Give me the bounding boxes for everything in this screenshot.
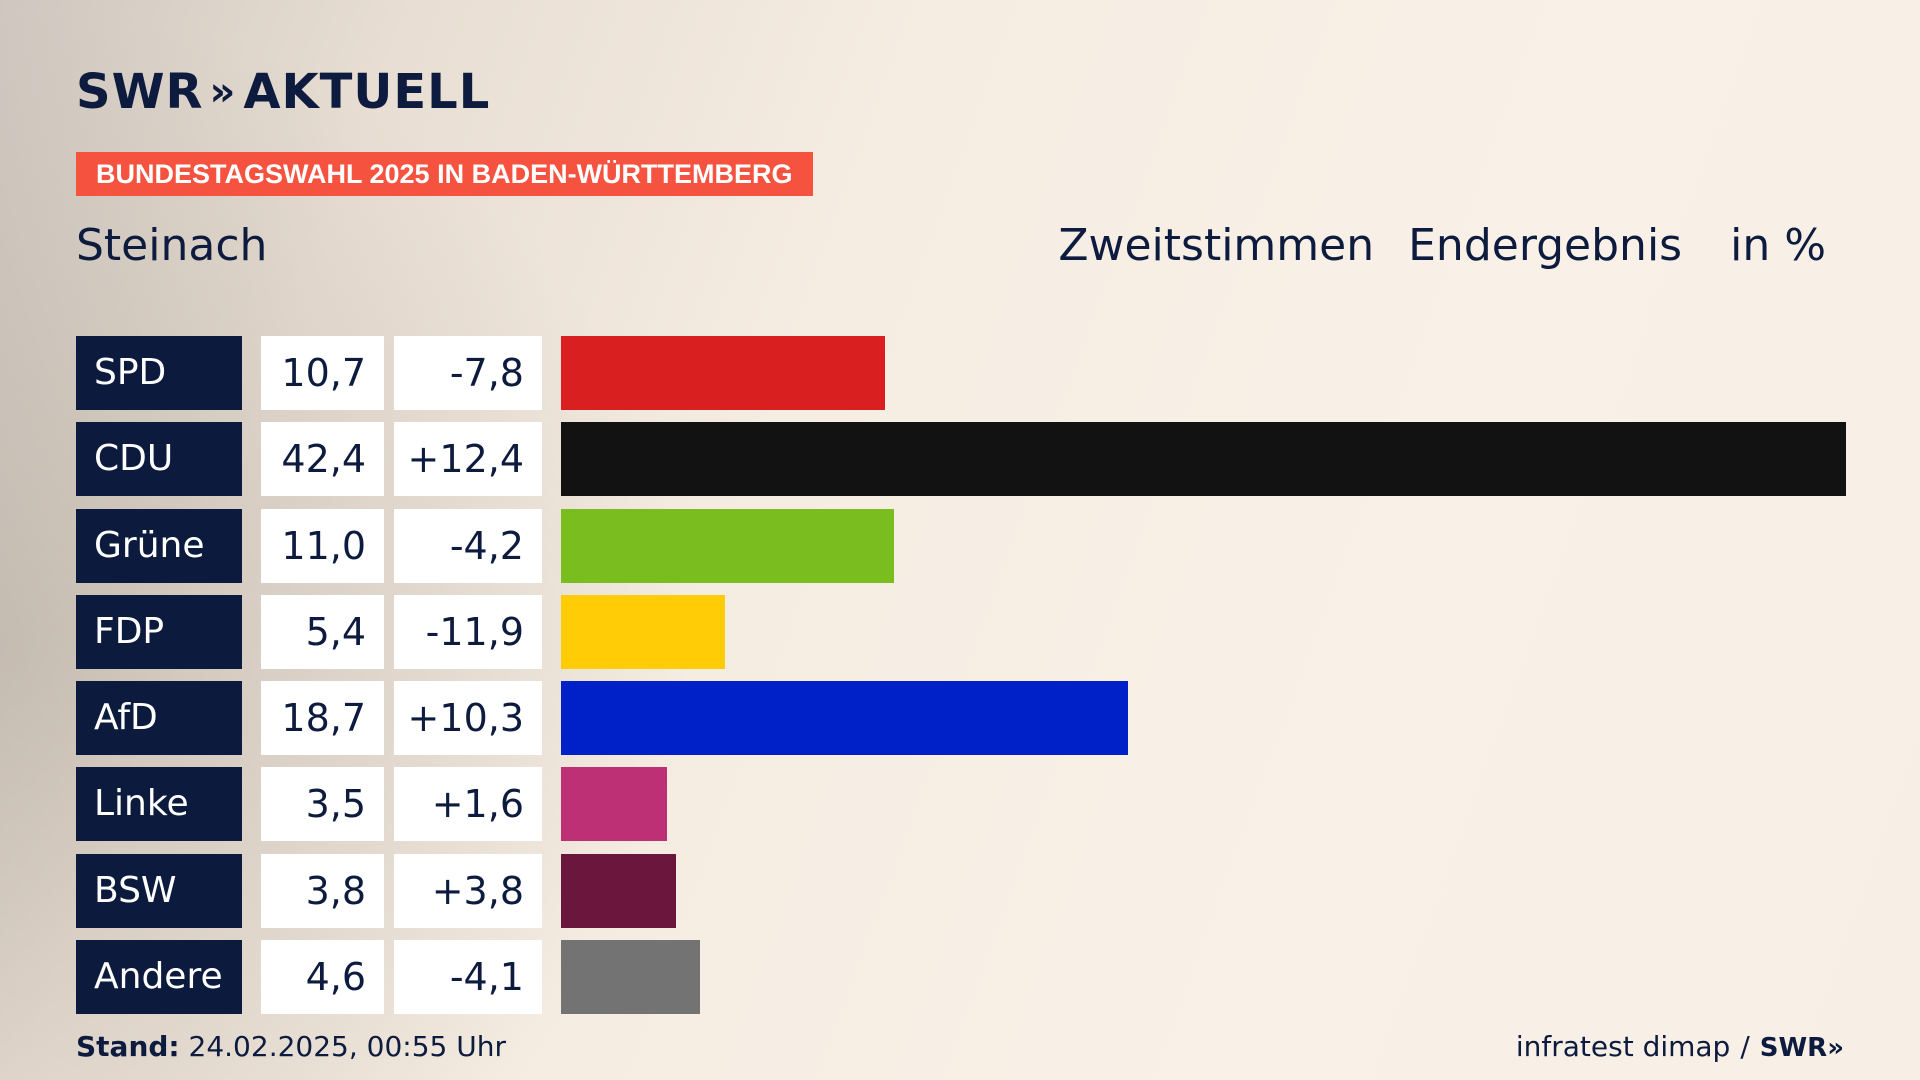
value-label: 10,7	[261, 336, 384, 410]
result-row: SPD 10,7 -7,8	[76, 336, 1846, 410]
result-row: Linke 3,5 +1,6	[76, 767, 1846, 842]
unit-label: in %	[1730, 220, 1826, 271]
logo-swr: SWR	[76, 64, 204, 120]
party-label: BSW	[76, 853, 242, 928]
diff-label: -7,8	[394, 336, 542, 410]
diff-label: +12,4	[394, 422, 542, 497]
source-separator: /	[1740, 1030, 1750, 1063]
value-label: 4,6	[261, 940, 384, 1015]
result-row: BSW 3,8 +3,8	[76, 853, 1846, 928]
bar	[561, 422, 1846, 497]
value-label: 11,0	[261, 508, 384, 583]
stand-value: 24.02.2025, 00:55 Uhr	[188, 1030, 506, 1063]
bar	[561, 853, 676, 928]
value-label: 42,4	[261, 422, 384, 497]
diff-label: -4,1	[394, 940, 542, 1015]
bar	[561, 767, 667, 842]
result-row: CDU 42,4 +12,4	[76, 422, 1846, 497]
swr-aktuell-logo: SWR » AKTUELL	[76, 64, 490, 120]
logo-aktuell: AKTUELL	[243, 64, 491, 120]
result-row: Grüne 11,0 -4,2	[76, 508, 1846, 583]
bar	[561, 594, 725, 669]
bar	[561, 681, 1128, 756]
party-label: CDU	[76, 422, 242, 497]
footer-swr-logo: SWR»	[1759, 1033, 1844, 1063]
value-label: 5,4	[261, 594, 384, 669]
bar	[561, 508, 894, 583]
diff-label: -4,2	[394, 508, 542, 583]
result-row: Andere 4,6 -4,1	[76, 940, 1846, 1015]
bar	[561, 940, 700, 1015]
diff-label: +1,6	[394, 767, 542, 842]
diff-label: -11,9	[394, 594, 542, 669]
value-label: 3,8	[261, 853, 384, 928]
party-label: Grüne	[76, 508, 242, 583]
chart-header: Zweitstimmen Endergebnis in %	[1058, 220, 1826, 271]
source-credit: infratest dimap / SWR»	[1516, 1030, 1844, 1063]
party-label: FDP	[76, 594, 242, 669]
party-label: SPD	[76, 336, 242, 410]
stand-label: Stand:	[76, 1030, 180, 1063]
value-label: 18,7	[261, 681, 384, 756]
status-label: Endergebnis	[1408, 220, 1683, 271]
bar	[561, 336, 885, 410]
diff-label: +3,8	[394, 853, 542, 928]
place-title: Steinach	[76, 220, 268, 271]
vote-type-label: Zweitstimmen	[1058, 220, 1375, 271]
result-row: AfD 18,7 +10,3	[76, 681, 1846, 756]
timestamp: Stand: 24.02.2025, 00:55 Uhr	[76, 1030, 506, 1063]
logo-chevron-icon: »	[209, 69, 235, 115]
value-label: 3,5	[261, 767, 384, 842]
diff-label: +10,3	[394, 681, 542, 756]
result-row: FDP 5,4 -11,9	[76, 594, 1846, 669]
source-text: infratest dimap	[1515, 1030, 1731, 1063]
party-label: Andere	[76, 940, 242, 1015]
election-banner: BUNDESTAGSWAHL 2025 IN BADEN-WÜRTTEMBERG	[76, 152, 813, 196]
party-label: AfD	[76, 681, 242, 756]
party-label: Linke	[76, 767, 242, 842]
results-table: SPD 10,7 -7,8 CDU 42,4 +12,4 Grüne 11,0 -4,2 FDP 5…	[76, 336, 1846, 1026]
